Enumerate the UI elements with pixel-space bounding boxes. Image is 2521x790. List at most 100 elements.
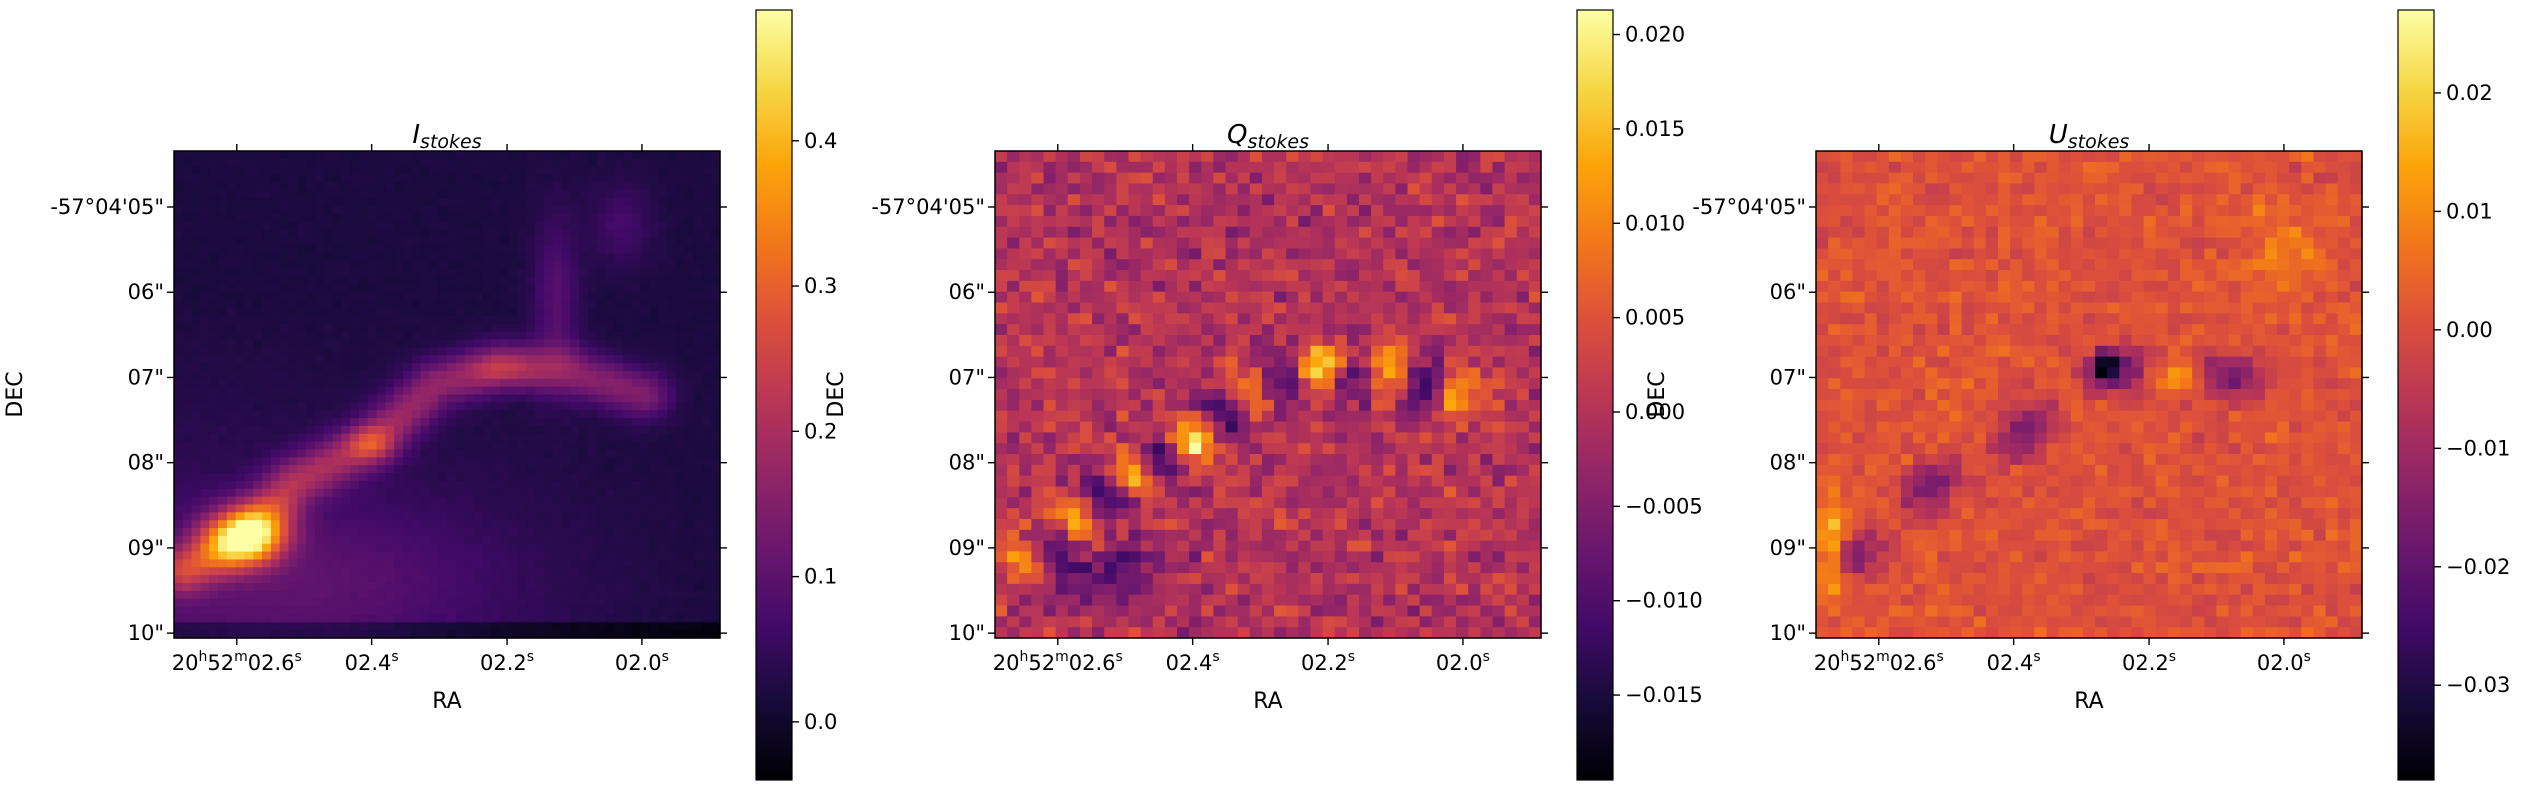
heatmap-cell: [473, 394, 483, 403]
heatmap-cell: [218, 590, 228, 600]
heatmap-cell: [596, 378, 607, 388]
heatmap-cell: [438, 347, 448, 356]
heatmap-cell: [341, 590, 351, 600]
heatmap-cell: [385, 425, 395, 435]
heatmap-cell: [262, 598, 272, 608]
colorbar-tick-label: 0.3: [804, 274, 837, 298]
heatmap-cell: [552, 260, 563, 270]
heatmap-cell: [552, 567, 563, 576]
heatmap-cell: [552, 158, 563, 168]
heatmap-cell: [314, 213, 325, 223]
heatmap-cell: [667, 551, 677, 561]
heatmap-cell: [1164, 399, 1178, 412]
heatmap-cell: [438, 575, 448, 584]
heatmap-cell: [200, 614, 210, 623]
heatmap-cell: [402, 315, 413, 325]
heatmap-cell: [640, 598, 651, 608]
heatmap-cell: [253, 473, 263, 482]
heatmap-cell: [262, 370, 272, 380]
heatmap-cell: [182, 190, 193, 199]
heatmap-cell: [711, 166, 721, 176]
heatmap-cell: [658, 323, 668, 333]
heatmap-cell: [1189, 334, 1202, 347]
heatmap-cell: [1468, 356, 1481, 369]
heatmap-cell: [1031, 172, 1045, 185]
heatmap-cell: [350, 174, 360, 184]
heatmap-cell: [1189, 367, 1202, 379]
heatmap-cell: [376, 151, 386, 160]
heatmap-cell: [1104, 367, 1117, 379]
heatmap-cell: [262, 622, 272, 631]
heatmap-cell: [526, 528, 536, 537]
heatmap-cell: [1067, 280, 1081, 293]
heatmap-cell: [235, 245, 246, 254]
heatmap-cell: [543, 551, 554, 561]
heatmap-cell: [579, 559, 589, 568]
heatmap-cell: [385, 292, 395, 301]
heatmap-cell: [675, 174, 686, 184]
heatmap-cell: [1261, 367, 1275, 379]
heatmap-cell: [358, 520, 369, 529]
heatmap-cell: [693, 300, 703, 309]
heatmap-cell: [675, 213, 686, 223]
heatmap-cell: [420, 315, 430, 325]
heatmap-cell: [561, 418, 571, 427]
heatmap-cell: [1128, 226, 1142, 239]
heatmap-cell: [411, 543, 422, 553]
heatmap-cell: [684, 300, 695, 309]
heatmap-cell: [473, 520, 483, 529]
heatmap-cell: [235, 378, 246, 388]
heatmap-cell: [411, 292, 422, 301]
heatmap-cell: [1140, 313, 1154, 325]
heatmap-cell: [517, 355, 527, 364]
heatmap-cell: [323, 457, 334, 466]
heatmap-cell: [605, 308, 615, 317]
heatmap-cell: [711, 370, 721, 380]
heatmap-cell: [1359, 302, 1372, 314]
heatmap-cell: [1504, 248, 1518, 260]
heatmap-cell: [517, 284, 527, 293]
heatmap-cell: [200, 598, 210, 608]
heatmap-cell: [596, 355, 607, 364]
heatmap-cell: [684, 606, 695, 616]
heatmap-cell: [288, 268, 298, 278]
heatmap-cell: [464, 229, 475, 238]
heatmap-cell: [711, 284, 721, 293]
heatmap-cell: [350, 520, 360, 529]
heatmap-cell: [341, 504, 351, 513]
heatmap-cell: [244, 370, 254, 380]
heatmap-cell: [332, 253, 342, 262]
heatmap-cell: [667, 205, 677, 215]
heatmap-cell: [1468, 367, 1481, 379]
heatmap-cell: [1189, 161, 1202, 174]
heatmap-cell: [667, 630, 677, 639]
heatmap-cell: [711, 559, 721, 568]
heatmap-cell: [402, 425, 413, 435]
heatmap-cell: [341, 323, 351, 333]
heatmap-cell: [552, 355, 563, 364]
heatmap-cell: [288, 606, 298, 616]
heatmap-cell: [376, 567, 386, 576]
heatmap-cell: [402, 559, 413, 568]
heatmap-cell: [1322, 356, 1336, 369]
heatmap-cell: [420, 520, 430, 529]
heatmap-cell: [323, 276, 334, 286]
heatmap-cell: [552, 488, 563, 498]
heatmap-cell: [182, 606, 193, 616]
heatmap-cell: [394, 418, 404, 427]
heatmap-cell: [535, 237, 545, 246]
heatmap-cell: [209, 386, 219, 396]
heatmap-cell: [508, 253, 519, 262]
heatmap-cell: [561, 308, 571, 317]
heatmap-cell: [182, 151, 193, 160]
heatmap-cell: [1128, 205, 1142, 217]
heatmap-cell: [1177, 183, 1190, 195]
heatmap-cell: [1261, 356, 1275, 369]
heatmap-cell: [235, 449, 246, 458]
heatmap-cell: [508, 347, 519, 356]
heatmap-cell: [614, 300, 624, 309]
heatmap-cell: [561, 465, 571, 474]
heatmap-cell: [297, 559, 307, 568]
heatmap-cell: [1031, 378, 1045, 390]
heatmap-cell: [1492, 389, 1506, 401]
